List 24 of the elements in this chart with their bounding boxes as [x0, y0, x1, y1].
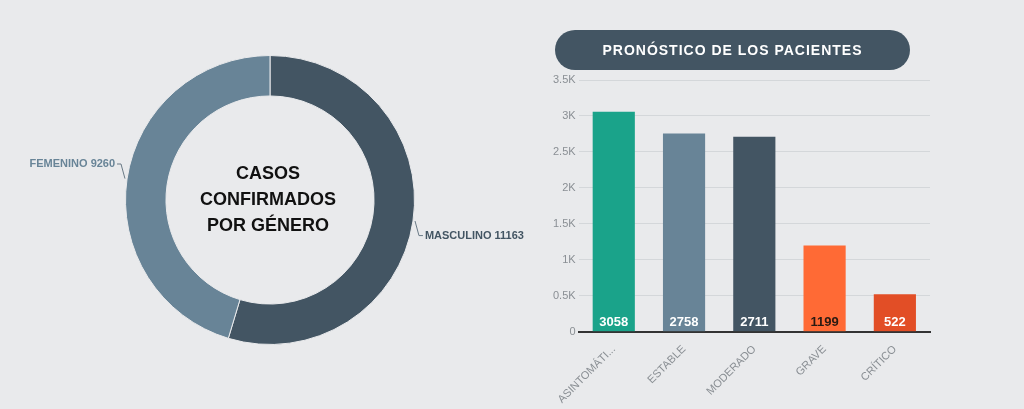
bar: [592, 111, 635, 332]
y-tick-label: 0.5K: [552, 288, 577, 301]
y-tick-label: 1K: [562, 252, 577, 265]
bar: [873, 294, 916, 332]
y-tick-label: 0: [569, 324, 576, 337]
data-label: 522: [884, 314, 906, 330]
data-label: 2711: [740, 314, 769, 330]
text: CASOS CONFIRMADOS POR GÉNERO: [199, 162, 337, 237]
bar: [733, 136, 776, 332]
data-label: 2758: [669, 314, 699, 330]
chart-title: PRONÓSTICO DE LOS PACIENTES: [555, 30, 910, 70]
data-label: 11163: [494, 228, 524, 241]
bar: [803, 245, 846, 332]
data-label: 1199: [810, 314, 839, 330]
slice-label: FEMENINO: [29, 157, 89, 170]
slice-label: MASCULINO: [424, 228, 492, 241]
data-label: 3058: [599, 314, 629, 330]
data-label: 9260: [90, 157, 116, 170]
y-tick-label: 3K: [562, 109, 577, 121]
y-tick-label: 2.5K: [552, 144, 577, 157]
y-tick-label: 2K: [562, 180, 577, 193]
y-tick-label: 3.5K: [552, 73, 577, 86]
bar: [662, 133, 706, 332]
y-tick-label: 1.5K: [552, 216, 577, 229]
